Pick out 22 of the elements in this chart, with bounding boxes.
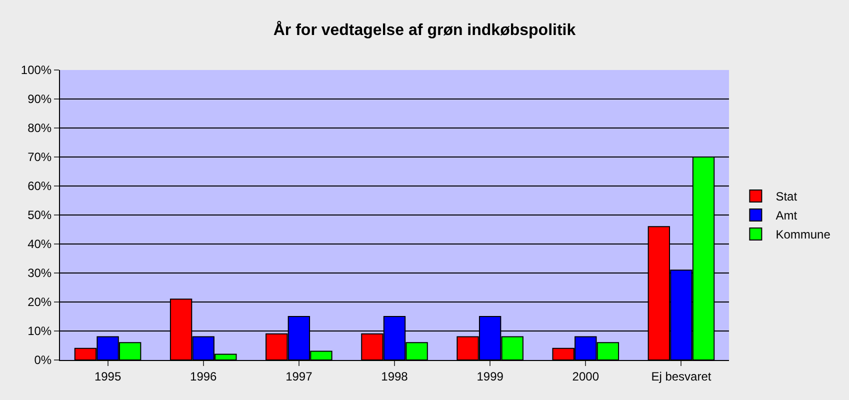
y-tick-label: 100% — [20, 63, 52, 78]
x-tick-label: 2000 — [572, 369, 600, 384]
y-tick-label: 90% — [28, 92, 52, 106]
legend-label: Amt — [776, 208, 798, 223]
chart-title: År for vedtagelse af grøn indkøbspolitik — [273, 20, 576, 40]
x-tick-label: 1997 — [286, 369, 313, 384]
x-tick-label: 1996 — [190, 369, 218, 384]
x-tick-label: 1995 — [94, 369, 122, 384]
y-tick-label: 30% — [28, 266, 52, 280]
legend-label: Stat — [776, 190, 798, 204]
x-tick-label: 1999 — [476, 369, 504, 384]
y-tick-label: 60% — [28, 179, 52, 194]
x-tick-label: 1998 — [381, 369, 408, 384]
y-tick-label: 50% — [28, 208, 52, 222]
legend-label: Kommune — [776, 228, 831, 242]
y-tick-label: 0% — [34, 353, 52, 368]
y-tick-label: 40% — [28, 237, 52, 252]
y-tick-label: 80% — [28, 121, 52, 136]
y-tick-label: 70% — [28, 150, 52, 164]
y-tick-label: 10% — [28, 324, 52, 338]
x-tick-label: Ej besvaret — [651, 369, 712, 384]
y-tick-label: 20% — [28, 295, 52, 310]
